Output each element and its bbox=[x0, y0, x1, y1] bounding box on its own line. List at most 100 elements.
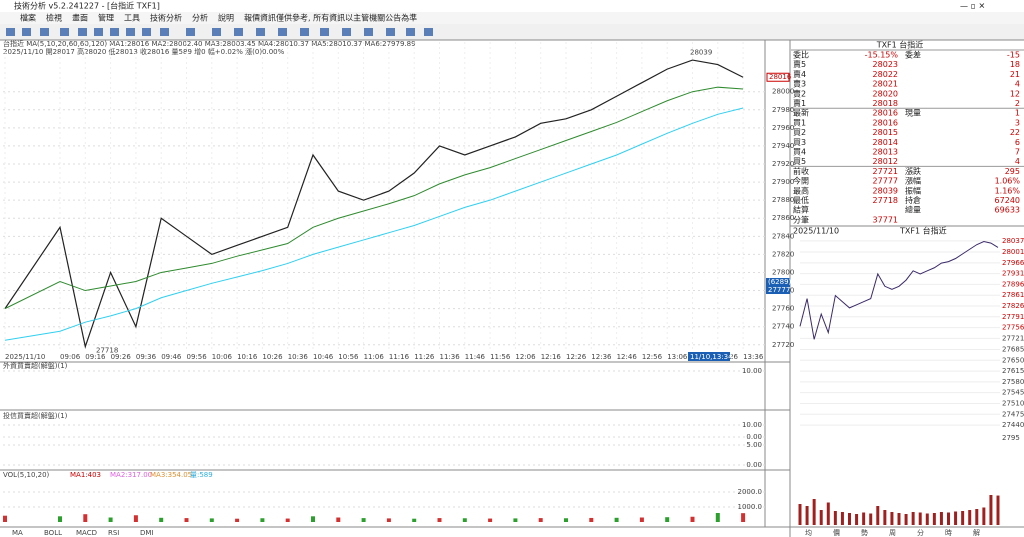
volume-bar bbox=[589, 517, 594, 522]
volume-bar bbox=[58, 516, 62, 522]
mini-volume-tick: 2795 bbox=[1002, 434, 1020, 442]
quote-value: -15 bbox=[1007, 51, 1020, 60]
quote-label: 賣1 bbox=[793, 98, 806, 108]
y-tick-label: 27580 bbox=[1002, 378, 1024, 386]
quote-value: 28039 bbox=[873, 186, 898, 195]
y-tick-label: 27920 bbox=[772, 160, 794, 168]
quote-label: 漲幅 bbox=[905, 176, 921, 186]
quote-label: 委差 bbox=[905, 50, 921, 60]
mini-volume-bar bbox=[939, 512, 943, 525]
quote-value: 28013 bbox=[873, 148, 898, 157]
volume-bar bbox=[184, 518, 189, 522]
volume-bar bbox=[513, 518, 518, 522]
menu-item[interactable]: 說明 bbox=[218, 13, 234, 23]
mini-volume-bar bbox=[812, 499, 816, 525]
x-tick-label: 12:36 bbox=[591, 353, 612, 361]
mini-volume-bar bbox=[876, 506, 880, 525]
panel-title: 外資買賣超(解盤)(1) bbox=[3, 361, 68, 370]
y-tick-label: 27545 bbox=[1002, 389, 1024, 397]
chart-subtitle: 2025/11/10 開28017 高28020 低28013 收28016 量… bbox=[3, 47, 285, 56]
mini-volume-bar bbox=[989, 495, 993, 525]
indicator-tab[interactable]: MACD bbox=[76, 529, 97, 537]
menu-item[interactable]: 檢視 bbox=[46, 13, 62, 23]
side-tab[interactable]: 解 bbox=[973, 528, 980, 537]
quote-value: 28016 bbox=[873, 109, 898, 118]
y-tick-label: 27685 bbox=[1002, 346, 1024, 354]
volume-bar bbox=[690, 516, 695, 522]
mini-volume-bar bbox=[819, 510, 823, 525]
menu-item[interactable]: 檔案 bbox=[20, 13, 36, 23]
y-tick-label: 27896 bbox=[1002, 280, 1024, 288]
toolbar-icons[interactable] bbox=[6, 28, 433, 36]
menu-item[interactable]: 報價資訊僅供參考, 所有資訊以主管機關公告為準 bbox=[244, 13, 417, 23]
volume-bar bbox=[564, 518, 568, 522]
quote-label: 賣2 bbox=[793, 88, 806, 98]
quote-label: 現量 bbox=[905, 109, 921, 118]
y-tick-label: 27440 bbox=[1002, 421, 1024, 429]
volume-bar bbox=[361, 518, 366, 522]
indicator-tab[interactable]: MA bbox=[12, 529, 23, 537]
x-tick-label: 12:06 bbox=[515, 353, 536, 361]
side-tab[interactable]: 均 bbox=[805, 528, 812, 537]
toolbar bbox=[0, 24, 1024, 40]
x-tick-label: 10:26 bbox=[262, 353, 283, 361]
menu-item[interactable]: 管理 bbox=[98, 13, 114, 23]
quote-value: 28022 bbox=[873, 70, 898, 79]
mini-volume-bar bbox=[869, 513, 873, 525]
quote-header: TXF1 台指近 bbox=[876, 40, 924, 50]
last-price-box bbox=[766, 72, 790, 82]
x-tick-label: 12:26 bbox=[566, 353, 587, 361]
y-tick-label: 5.00 bbox=[746, 441, 762, 449]
indicator-tab[interactable]: RSI bbox=[108, 529, 119, 537]
side-tab[interactable]: 時 bbox=[945, 529, 952, 537]
volume-bar bbox=[488, 518, 493, 522]
side-tab[interactable]: 周 bbox=[889, 529, 896, 537]
y-tick-label: 27931 bbox=[1002, 270, 1024, 278]
volume-bar bbox=[209, 518, 214, 522]
menu-item[interactable]: 畫面 bbox=[72, 13, 88, 23]
quote-label: 賣4 bbox=[793, 69, 806, 79]
quote-label: 前收 bbox=[793, 166, 809, 176]
chart-title: 台指近 MA(5,10,20,60,60,120) MA1:28016 MA2:… bbox=[3, 39, 416, 48]
window-controls[interactable]: — ▫ ✕ bbox=[960, 2, 985, 11]
y-tick-label: 27756 bbox=[1002, 324, 1024, 332]
quote-value: 4 bbox=[1015, 157, 1020, 166]
y-tick-label: 27475 bbox=[1002, 410, 1024, 418]
menu-item[interactable]: 技術分析 bbox=[150, 13, 182, 23]
volume-bar bbox=[260, 518, 265, 522]
quote-value: 27718 bbox=[873, 196, 898, 205]
quote-value: 295 bbox=[1005, 167, 1020, 176]
x-tick-label: 10:36 bbox=[288, 353, 309, 361]
indicator-tab[interactable]: BOLL bbox=[44, 529, 62, 537]
mini-volume-bar bbox=[918, 512, 922, 525]
side-tab[interactable]: 勢 bbox=[861, 528, 868, 537]
mini-volume-bar bbox=[911, 512, 915, 525]
mini-volume-bar bbox=[904, 514, 908, 525]
panel-title: VOL(5,10,20) bbox=[3, 471, 50, 479]
side-tab[interactable]: 價 bbox=[833, 528, 840, 537]
quote-label: 買4 bbox=[793, 148, 806, 157]
y-tick-label: 27720 bbox=[772, 341, 794, 349]
mini-volume-bar bbox=[947, 512, 950, 525]
volume-bar bbox=[665, 517, 670, 522]
quote-value: 22 bbox=[1010, 128, 1020, 137]
volume-bar bbox=[133, 515, 138, 522]
volume-bar bbox=[83, 514, 88, 522]
quote-value: 28015 bbox=[873, 128, 898, 137]
quote-label: 買5 bbox=[793, 157, 806, 166]
x-tick-label: 11:56 bbox=[490, 353, 511, 361]
legend-entry: MA1:403 bbox=[70, 471, 101, 479]
side-tab[interactable]: 分 bbox=[917, 528, 924, 537]
menu-item[interactable]: 分析 bbox=[192, 13, 208, 23]
menu-item[interactable]: 工具 bbox=[124, 14, 140, 23]
legend-entry: 量:589 bbox=[190, 471, 213, 479]
quote-label: 買1 bbox=[793, 118, 806, 127]
mini-volume-bar bbox=[883, 510, 887, 525]
quote-label: 委比 bbox=[793, 50, 809, 60]
indicator-tab[interactable]: DMI bbox=[140, 529, 154, 537]
low-label: 27718 bbox=[96, 347, 118, 355]
quote-value: 28014 bbox=[873, 138, 898, 147]
quote-value: 7 bbox=[1015, 148, 1020, 157]
high-label: 28039 bbox=[690, 48, 712, 56]
quote-label: 持倉 bbox=[905, 195, 921, 205]
